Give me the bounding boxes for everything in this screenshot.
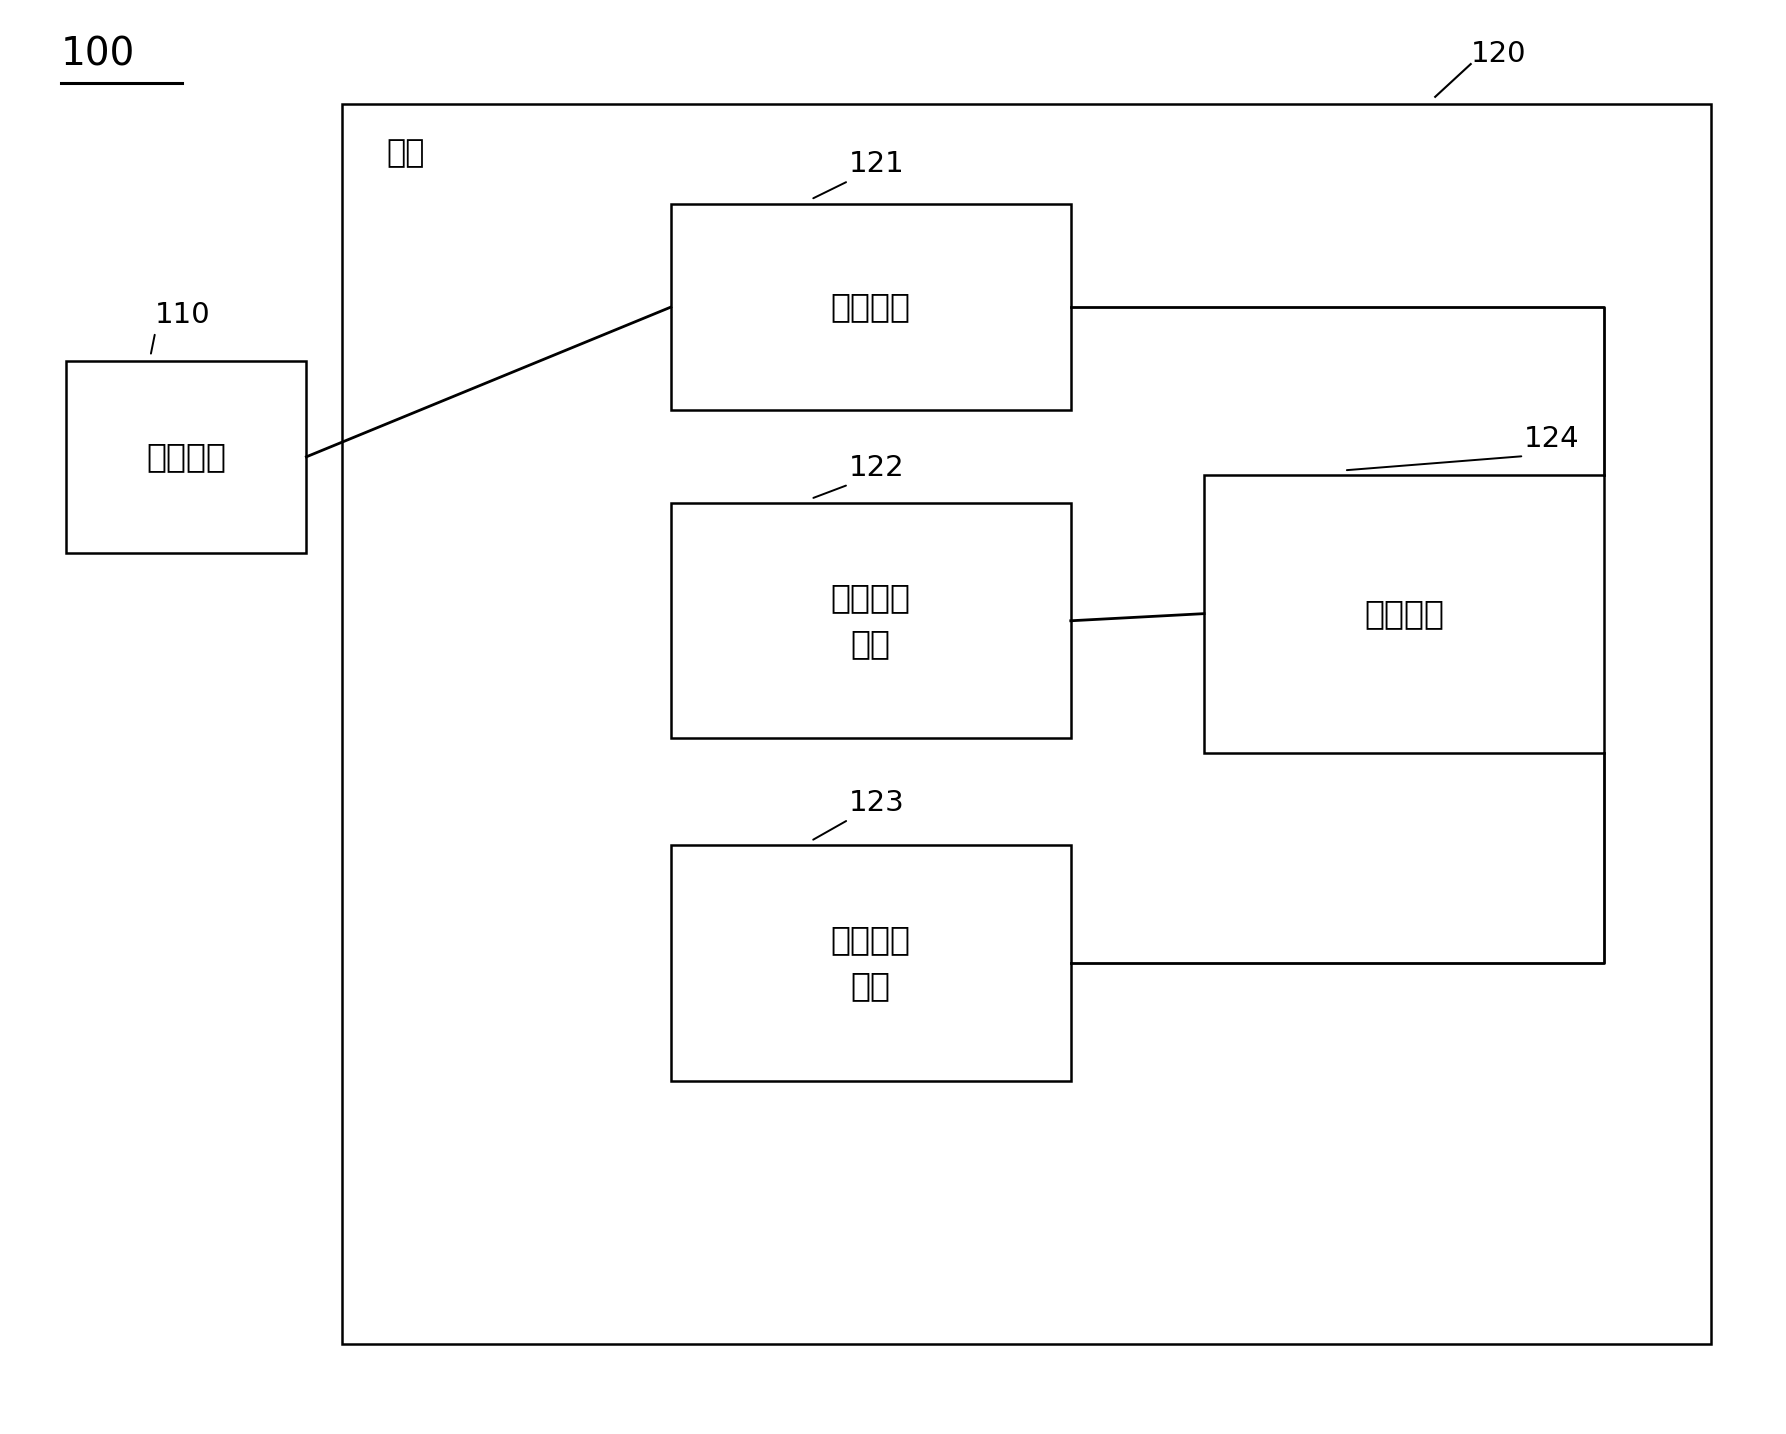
Text: 图像采集
单元: 图像采集 单元 — [830, 581, 911, 660]
Text: 122: 122 — [848, 453, 904, 482]
Text: 123: 123 — [848, 789, 904, 816]
Bar — [1204, 475, 1604, 753]
Bar — [672, 845, 1072, 1081]
Text: 124: 124 — [1523, 424, 1579, 453]
Text: 解锁装置: 解锁装置 — [146, 440, 227, 473]
Text: 接收单元: 接收单元 — [830, 291, 911, 324]
Text: 声纹采集
单元: 声纹采集 单元 — [830, 923, 911, 1002]
Bar — [672, 503, 1072, 739]
Text: 121: 121 — [848, 149, 904, 178]
Bar — [341, 103, 1711, 1344]
Bar — [66, 360, 307, 554]
Text: 120: 120 — [1470, 40, 1527, 67]
Bar — [672, 204, 1072, 410]
Text: 110: 110 — [155, 301, 211, 328]
Text: 控制单元: 控制单元 — [1365, 597, 1445, 630]
Text: 车辆: 车辆 — [386, 138, 425, 169]
Text: 100: 100 — [61, 34, 136, 73]
